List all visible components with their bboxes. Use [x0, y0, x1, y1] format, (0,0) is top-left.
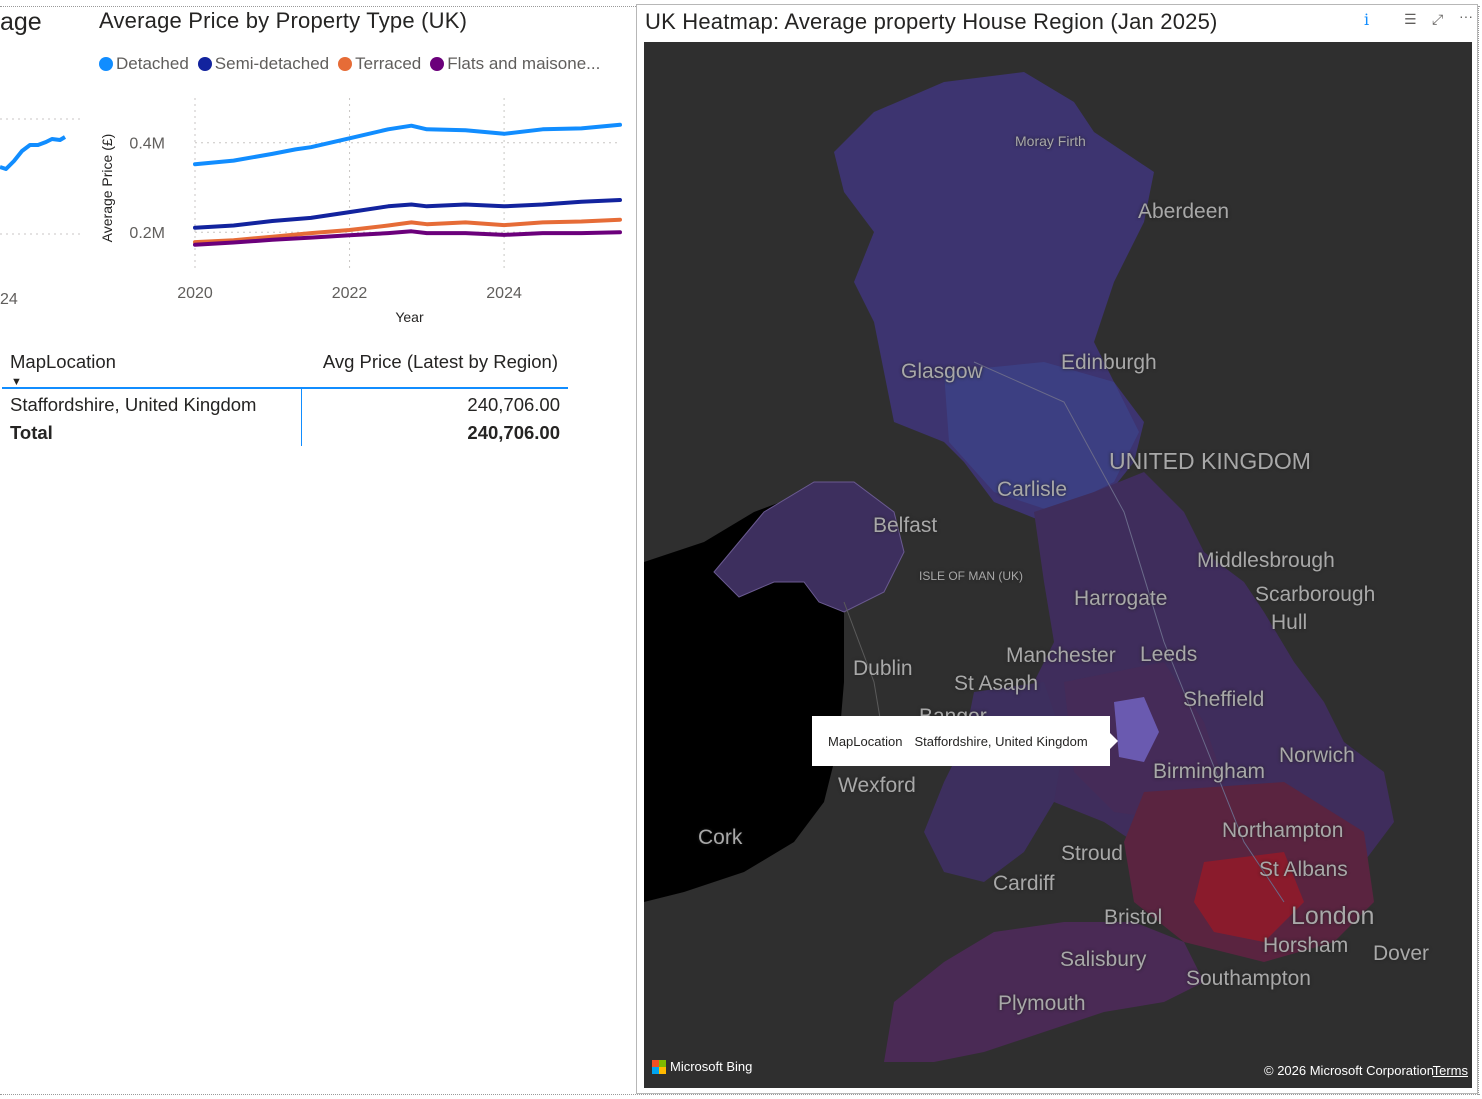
sort-descending-icon[interactable]: ▼ — [11, 376, 22, 388]
partial-chart-title: age — [0, 8, 42, 36]
line-chart[interactable]: 0.2M 0.4M 2020 2022 2024 Year Average Price (£… — [90, 90, 630, 335]
map-label-northampton: Northampton — [1222, 819, 1344, 842]
heatmap-map[interactable]: Moray Firth Aberdeen Glasgow Edinburgh U… — [644, 42, 1472, 1088]
map-label-dublin: Dublin — [853, 657, 913, 680]
map-label-dover: Dover — [1373, 942, 1430, 965]
partial-series-line — [0, 135, 67, 171]
chart-legend: Detached Semi-detached Terraced Flats an… — [99, 54, 600, 74]
table-cell-price[interactable]: 240,706.00 — [467, 394, 560, 415]
map-label-united-kingdom: UNITED KINGDOM — [1109, 448, 1311, 474]
x-axis-title: Year — [395, 309, 424, 325]
legend-item-semi-detached[interactable]: Semi-detached — [197, 54, 330, 74]
legend-label: Detached — [116, 54, 189, 73]
map-label-harrogate: Harrogate — [1074, 587, 1168, 610]
map-label-glasgow: Glasgow — [901, 360, 983, 383]
legend-item-terraced[interactable]: Terraced — [338, 54, 421, 74]
map-tooltip: MapLocation Staffordshire, United Kingdo… — [812, 716, 1118, 766]
map-label-isle-of-man: ISLE OF MAN (UK) — [919, 569, 1024, 583]
map-label-wexford: Wexford — [838, 774, 916, 797]
legend-item-detached[interactable]: Detached — [99, 54, 189, 74]
map-label-stroud: Stroud — [1061, 842, 1123, 865]
map-label-cardiff: Cardiff — [993, 872, 1055, 895]
partial-line-chart[interactable]: 24 — [0, 95, 90, 315]
report-frame-bottom — [0, 1094, 1480, 1095]
y-axis-title: Average Price (£) — [99, 134, 115, 243]
map-label-carlisle: Carlisle — [997, 478, 1068, 501]
map-label-edinburgh: Edinburgh — [1061, 351, 1157, 374]
map-visual[interactable]: UK Heatmap: Average property House Regio… — [636, 4, 1478, 1094]
northern-ireland-region — [713, 481, 905, 613]
map-label-moray-firth: Moray Firth — [1015, 133, 1086, 149]
map-label-manchester: Manchester — [1006, 644, 1116, 667]
staffordshire-highlight — [1114, 697, 1159, 762]
filter-icon[interactable]: ☰ — [1404, 11, 1417, 27]
column-header-maplocation[interactable]: MapLocation — [10, 351, 116, 372]
map-label-sheffield: Sheffield — [1183, 688, 1265, 711]
map-label-hull: Hull — [1271, 611, 1308, 634]
map-title: UK Heatmap: Average property House Regio… — [645, 9, 1218, 34]
more-options-icon[interactable]: ··· — [1459, 8, 1473, 24]
map-label-southampton: Southampton — [1186, 967, 1311, 990]
tooltip-field: MapLocation — [828, 733, 903, 749]
map-label-salisbury: Salisbury — [1060, 948, 1147, 971]
map-label-plymouth: Plymouth — [998, 992, 1086, 1015]
map-label-belfast: Belfast — [873, 514, 938, 537]
bing-logo-text: Microsoft Bing — [670, 1059, 753, 1074]
legend-dot-terraced — [338, 57, 353, 71]
series-line-flats-and-maisone — [193, 229, 622, 247]
legend-dot-semi-detached — [197, 57, 212, 71]
map-label-birmingham: Birmingham — [1153, 760, 1266, 783]
terms-link[interactable]: Terms — [1432, 1063, 1468, 1078]
series-line-detached — [193, 122, 622, 167]
map-label-middlesbrough: Middlesbrough — [1197, 549, 1335, 572]
x-tick-label: 2020 — [177, 285, 213, 302]
map-label-norwich: Norwich — [1279, 744, 1355, 767]
map-label-horsham: Horsham — [1263, 934, 1349, 957]
map-label-st-asaph: St Asaph — [954, 672, 1039, 695]
legend-item-flats[interactable]: Flats and maisone... — [430, 54, 600, 74]
london-hotspot — [1194, 852, 1304, 942]
bing-logo[interactable]: Microsoft Bing — [652, 1059, 752, 1074]
header-divider — [2, 387, 568, 389]
map-label-scarborough: Scarborough — [1255, 583, 1376, 606]
x-tick-label: 2024 — [486, 285, 522, 302]
map-label-bristol: Bristol — [1104, 906, 1163, 929]
legend-dot-flats — [430, 57, 445, 71]
partial-x-tick: 24 — [0, 291, 18, 308]
map-label-london: London — [1291, 902, 1375, 930]
series-line-terraced — [193, 217, 622, 245]
map-label-st-albans: St Albans — [1259, 858, 1348, 881]
table-total-value: 240,706.00 — [467, 422, 560, 443]
line-chart-title: Average Price by Property Type (UK) — [99, 8, 468, 33]
focus-mode-icon[interactable]: ⤢ — [1432, 11, 1444, 27]
legend-label: Flats and maisone... — [447, 54, 601, 73]
map-copyright: © 2026 Microsoft Corporation — [1264, 1063, 1434, 1078]
legend-label: Semi-detached — [214, 54, 330, 73]
map-label-cork: Cork — [698, 826, 743, 849]
scotland-central-belt — [944, 362, 1139, 512]
map-label-leeds: Leeds — [1140, 643, 1198, 666]
info-icon[interactable]: i — [1364, 10, 1370, 29]
map-road — [973, 361, 1285, 903]
series-line-semi-detached — [193, 198, 622, 230]
legend-dot-detached — [99, 57, 113, 71]
table-cell-location[interactable]: Staffordshire, United Kingdom — [10, 394, 257, 415]
report-frame-right — [1478, 6, 1479, 1095]
ireland-landmass — [644, 497, 844, 902]
map-label-aberdeen: Aberdeen — [1138, 200, 1230, 223]
table-total-label: Total — [10, 422, 53, 443]
y-tick-label: 0.2M — [129, 225, 165, 242]
map-base-layer — [644, 72, 1394, 1062]
microsoft-logo-icon — [652, 1059, 666, 1074]
south-west-region — [884, 922, 1204, 1062]
column-separator[interactable] — [301, 389, 302, 446]
tooltip-value: Staffordshire, United Kingdom — [914, 733, 1088, 749]
legend-label: Terraced — [355, 54, 422, 73]
x-tick-label: 2022 — [332, 285, 368, 302]
column-header-avg-price[interactable]: Avg Price (Latest by Region) — [322, 351, 558, 372]
y-tick-label: 0.4M — [129, 136, 165, 153]
